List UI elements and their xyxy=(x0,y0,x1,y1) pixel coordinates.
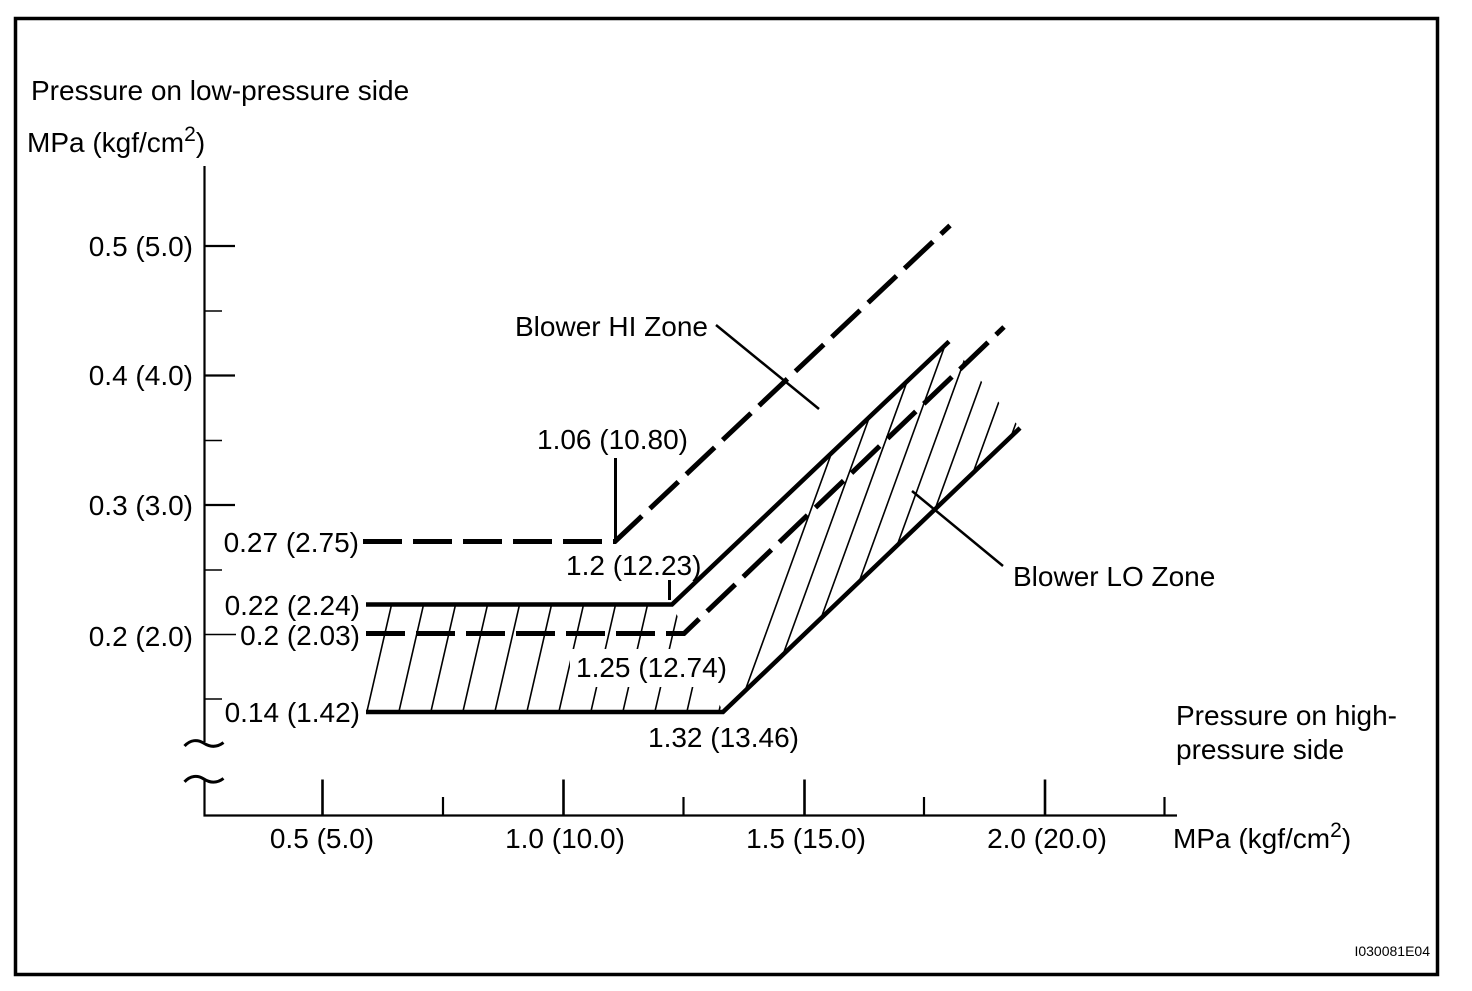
svg-text:1.2 (12.23): 1.2 (12.23) xyxy=(566,550,701,581)
svg-text:0.2 (2.0): 0.2 (2.0) xyxy=(89,621,193,652)
svg-text:Blower HI Zone: Blower HI Zone xyxy=(515,311,708,342)
svg-text:Pressure on low-pressure side: Pressure on low-pressure side xyxy=(31,75,409,106)
svg-text:0.2 (2.03): 0.2 (2.03) xyxy=(240,620,360,651)
svg-text:2.0 (20.0): 2.0 (20.0) xyxy=(987,823,1107,854)
svg-text:0.27 (2.75): 0.27 (2.75) xyxy=(224,527,359,558)
svg-text:1.0 (10.0): 1.0 (10.0) xyxy=(505,823,625,854)
svg-text:1.5 (15.0): 1.5 (15.0) xyxy=(746,823,866,854)
svg-text:Pressure on high-: Pressure on high- xyxy=(1176,700,1397,731)
svg-text:0.14 (1.42): 0.14 (1.42) xyxy=(225,697,360,728)
svg-text:0.4 (4.0): 0.4 (4.0) xyxy=(89,360,193,391)
svg-text:0.5 (5.0): 0.5 (5.0) xyxy=(270,823,374,854)
svg-text:0.3 (3.0): 0.3 (3.0) xyxy=(89,490,193,521)
svg-text:1.25 (12.74): 1.25 (12.74) xyxy=(576,652,727,683)
svg-text:1.06 (10.80): 1.06 (10.80) xyxy=(537,424,688,455)
svg-text:pressure side: pressure side xyxy=(1176,734,1344,765)
svg-text:MPa (kgf/cm2): MPa (kgf/cm2) xyxy=(1173,819,1351,854)
svg-text:0.22 (2.24): 0.22 (2.24) xyxy=(225,590,360,621)
svg-text:Blower LO Zone: Blower LO Zone xyxy=(1013,561,1215,592)
svg-text:MPa (kgf/cm2): MPa (kgf/cm2) xyxy=(27,123,205,158)
svg-text:1.32 (13.46): 1.32 (13.46) xyxy=(648,722,799,753)
svg-text:I030081E04: I030081E04 xyxy=(1354,943,1430,959)
svg-text:0.5 (5.0): 0.5 (5.0) xyxy=(89,231,193,262)
